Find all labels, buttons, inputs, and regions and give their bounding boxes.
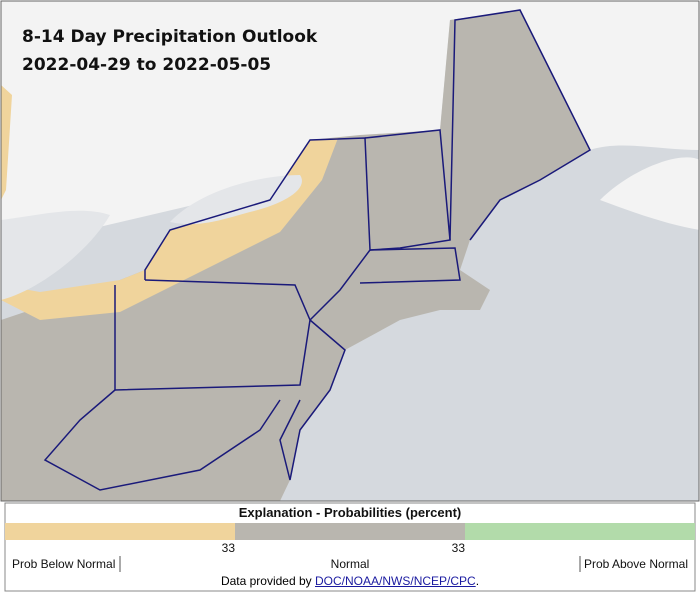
legend-swatch: [465, 523, 695, 540]
credit-end: .: [475, 574, 480, 588]
state-borders: [43, 9, 591, 491]
credit-link[interactable]: DOC/NOAA/NWS/NCEP/CPC: [315, 574, 476, 588]
lake-ontario: [170, 175, 302, 225]
nova-scotia: [600, 157, 700, 230]
legend-title: Explanation - Probabilities (percent): [239, 505, 461, 520]
lake-erie: [1, 210, 110, 300]
legend-label: Normal: [331, 557, 370, 571]
legend-swatch: [5, 523, 235, 540]
subtitle: 2022-04-29 to 2022-05-05: [22, 55, 271, 75]
credit: Data provided by DOC/NOAA/NWS/NCEP/CPC.: [0, 574, 700, 588]
legend-label: Prob Above Normal: [584, 557, 688, 571]
credit-text: Data provided by: [220, 574, 312, 588]
normal-area: [1, 10, 590, 501]
legend: 33 33 Prob Below Normal Normal Prob Above No…: [5, 523, 695, 572]
legend-box: [4, 502, 696, 592]
legend-label: Prob Below Normal: [12, 557, 115, 571]
legend-swatch: [235, 523, 465, 540]
legend-tick: 33: [452, 541, 466, 555]
canada: [1, 1, 700, 150]
map-frame: [0, 0, 700, 502]
legend-tick: 33: [222, 541, 236, 555]
title: 8-14 Day Precipitation Outlook: [22, 27, 318, 47]
